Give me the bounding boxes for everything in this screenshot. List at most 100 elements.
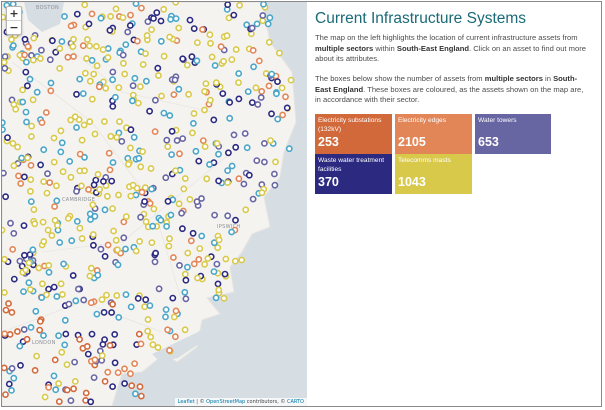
asset-marker[interactable] bbox=[221, 270, 229, 278]
asset-marker[interactable] bbox=[2, 13, 7, 21]
asset-marker[interactable] bbox=[48, 232, 56, 239]
asset-marker[interactable] bbox=[181, 326, 189, 334]
asset-marker[interactable] bbox=[25, 279, 33, 287]
asset-marker[interactable] bbox=[268, 70, 276, 78]
asset-marker[interactable] bbox=[56, 239, 64, 246]
asset-marker[interactable] bbox=[116, 118, 123, 125]
asset-marker[interactable] bbox=[248, 24, 256, 32]
asset-marker[interactable] bbox=[148, 239, 156, 246]
asset-marker[interactable] bbox=[51, 356, 59, 364]
asset-marker[interactable] bbox=[165, 242, 173, 250]
asset-marker[interactable] bbox=[106, 166, 114, 174]
asset-marker[interactable] bbox=[265, 82, 273, 90]
asset-marker[interactable] bbox=[103, 291, 110, 299]
asset-marker[interactable] bbox=[59, 168, 67, 176]
asset-marker[interactable] bbox=[226, 99, 234, 106]
asset-marker[interactable] bbox=[151, 258, 159, 266]
asset-marker[interactable] bbox=[72, 297, 80, 305]
asset-marker[interactable] bbox=[88, 330, 96, 338]
asset-marker[interactable] bbox=[228, 56, 236, 63]
asset-marker[interactable] bbox=[27, 323, 35, 331]
asset-marker[interactable] bbox=[149, 341, 157, 349]
asset-marker[interactable] bbox=[16, 257, 24, 265]
asset-marker[interactable] bbox=[198, 232, 206, 240]
asset-marker[interactable] bbox=[132, 2, 140, 7]
asset-marker[interactable] bbox=[157, 17, 165, 25]
box-electricity-substations[interactable]: Electricity substations (132kV) 253 bbox=[315, 114, 392, 154]
asset-marker[interactable] bbox=[88, 95, 96, 103]
asset-marker[interactable] bbox=[160, 5, 168, 13]
asset-marker[interactable] bbox=[57, 127, 65, 135]
asset-marker[interactable] bbox=[67, 173, 75, 181]
asset-marker[interactable] bbox=[5, 300, 12, 307]
asset-marker[interactable] bbox=[215, 150, 222, 158]
asset-marker[interactable] bbox=[2, 226, 6, 234]
asset-marker[interactable] bbox=[22, 58, 30, 66]
asset-marker[interactable] bbox=[163, 222, 170, 230]
asset-marker[interactable] bbox=[287, 76, 295, 84]
asset-marker[interactable] bbox=[143, 32, 151, 39]
asset-marker[interactable] bbox=[258, 88, 266, 95]
asset-marker[interactable] bbox=[23, 335, 31, 343]
asset-marker[interactable] bbox=[53, 182, 60, 190]
asset-marker[interactable] bbox=[236, 2, 243, 9]
asset-marker[interactable] bbox=[137, 392, 145, 400]
asset-marker[interactable] bbox=[37, 161, 44, 169]
asset-marker[interactable] bbox=[2, 53, 9, 60]
asset-marker[interactable] bbox=[38, 294, 46, 301]
asset-marker[interactable] bbox=[31, 220, 39, 228]
asset-marker[interactable] bbox=[26, 75, 34, 83]
asset-marker[interactable] bbox=[27, 133, 35, 140]
asset-marker[interactable] bbox=[114, 369, 122, 376]
asset-marker[interactable] bbox=[121, 365, 128, 373]
asset-marker[interactable] bbox=[250, 63, 257, 71]
asset-marker[interactable] bbox=[2, 64, 9, 72]
asset-marker[interactable] bbox=[88, 10, 96, 18]
asset-marker[interactable] bbox=[81, 2, 89, 9]
asset-marker[interactable] bbox=[217, 43, 225, 51]
asset-marker[interactable] bbox=[137, 4, 145, 12]
asset-marker[interactable] bbox=[119, 14, 127, 21]
asset-marker[interactable] bbox=[170, 91, 178, 98]
asset-marker[interactable] bbox=[13, 328, 21, 335]
asset-marker[interactable] bbox=[69, 43, 77, 50]
asset-marker[interactable] bbox=[162, 174, 170, 182]
asset-marker[interactable] bbox=[178, 209, 185, 217]
asset-marker[interactable] bbox=[163, 136, 171, 144]
asset-marker[interactable] bbox=[33, 88, 41, 96]
asset-marker[interactable] bbox=[86, 77, 94, 85]
asset-marker[interactable] bbox=[101, 206, 109, 214]
asset-marker[interactable] bbox=[7, 219, 14, 227]
asset-marker[interactable] bbox=[63, 361, 71, 368]
asset-marker[interactable] bbox=[18, 154, 26, 162]
asset-marker[interactable] bbox=[235, 79, 242, 86]
asset-marker[interactable] bbox=[87, 398, 95, 406]
asset-marker[interactable] bbox=[193, 57, 201, 65]
asset-marker[interactable] bbox=[189, 229, 197, 237]
asset-marker[interactable] bbox=[283, 104, 291, 112]
asset-marker[interactable] bbox=[86, 272, 94, 280]
asset-marker[interactable] bbox=[60, 260, 67, 268]
asset-marker[interactable] bbox=[138, 188, 146, 196]
asset-marker[interactable] bbox=[175, 24, 183, 32]
asset-marker[interactable] bbox=[100, 308, 108, 316]
asset-marker[interactable] bbox=[58, 139, 66, 147]
asset-marker[interactable] bbox=[35, 264, 43, 272]
asset-marker[interactable] bbox=[15, 172, 22, 180]
asset-marker[interactable] bbox=[210, 116, 218, 124]
asset-marker[interactable] bbox=[206, 31, 214, 39]
asset-marker[interactable] bbox=[127, 11, 134, 19]
asset-marker[interactable] bbox=[120, 234, 128, 242]
asset-marker[interactable] bbox=[2, 193, 9, 201]
asset-marker[interactable] bbox=[231, 257, 239, 265]
asset-marker[interactable] bbox=[87, 216, 94, 223]
asset-marker[interactable] bbox=[147, 165, 155, 172]
asset-marker[interactable] bbox=[134, 294, 142, 302]
asset-marker[interactable] bbox=[220, 57, 227, 65]
asset-marker[interactable] bbox=[176, 261, 183, 269]
asset-marker[interactable] bbox=[213, 260, 221, 268]
asset-marker[interactable] bbox=[224, 167, 231, 174]
asset-marker[interactable] bbox=[64, 214, 72, 222]
asset-marker[interactable] bbox=[222, 255, 230, 263]
asset-marker[interactable] bbox=[44, 226, 52, 234]
